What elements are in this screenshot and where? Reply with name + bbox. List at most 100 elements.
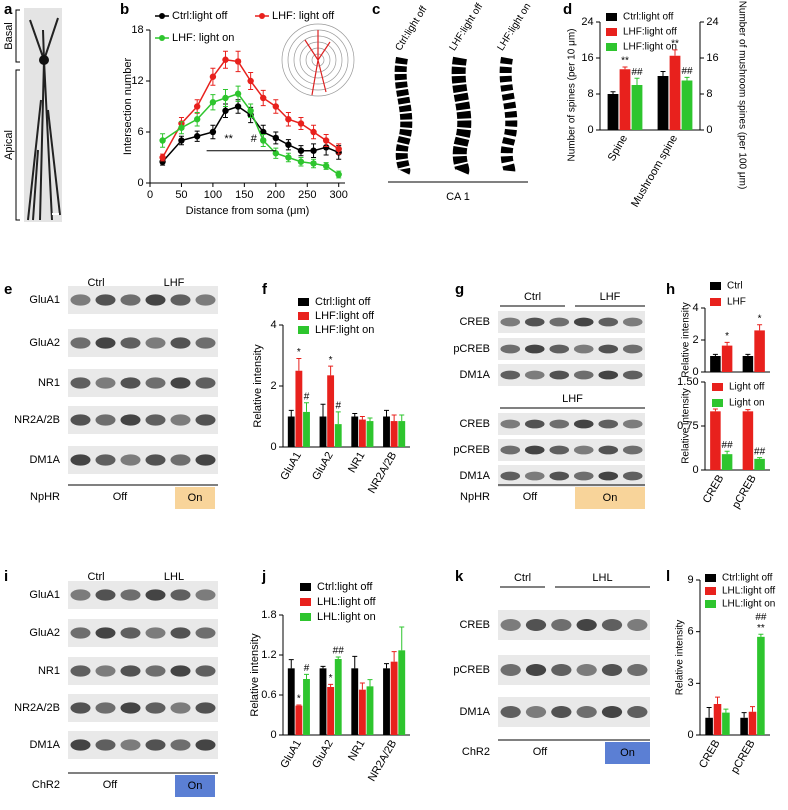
panel-letter: i <box>4 568 8 585</box>
error-bar <box>724 341 730 346</box>
blot-band <box>549 419 570 429</box>
condition-label: NpHR <box>460 491 490 503</box>
error-bar <box>672 49 678 56</box>
panel-letter: l <box>666 568 670 585</box>
point <box>285 116 292 123</box>
bar <box>657 76 669 130</box>
point <box>285 141 292 148</box>
bar <box>710 411 721 470</box>
error-bar <box>741 712 747 718</box>
blot-band <box>549 317 570 327</box>
error-bar <box>288 409 294 417</box>
blot-band <box>70 294 91 306</box>
blot-band <box>95 414 116 426</box>
blot-band <box>551 664 572 676</box>
blot-band <box>170 665 191 677</box>
blot-band <box>70 739 91 751</box>
error-bar <box>715 696 720 704</box>
blot-band <box>170 627 191 639</box>
error-bar <box>320 403 326 417</box>
bar <box>319 668 327 735</box>
blot-band <box>622 445 643 455</box>
legend-label: Ctrl:light off <box>172 10 228 22</box>
blot-label: GluA1 <box>29 294 60 306</box>
blot-strip <box>68 619 218 647</box>
bar <box>358 689 366 735</box>
blot-band <box>170 454 191 466</box>
point <box>247 77 254 85</box>
point <box>322 162 330 170</box>
y-tick-label: 6 <box>687 626 693 638</box>
point <box>285 154 292 161</box>
blot-band <box>95 377 116 389</box>
annotation: * <box>725 331 729 342</box>
panel-letter: e <box>4 281 12 298</box>
panel-letter: c <box>372 1 380 18</box>
blot-label: NR1 <box>38 665 60 677</box>
legend-swatch <box>300 598 311 606</box>
error-bar <box>757 457 763 459</box>
blot-strip <box>498 338 645 360</box>
blot-label: GluA1 <box>29 589 60 601</box>
x-tick-label: 50 <box>175 189 187 201</box>
y-axis-label: Relative intensity <box>681 302 692 378</box>
annotation: * <box>758 313 762 324</box>
point <box>297 120 305 127</box>
y-tick-label: 24 <box>581 16 593 28</box>
point <box>335 171 342 178</box>
error-bar <box>745 353 751 356</box>
point <box>159 154 166 161</box>
blot-band <box>145 665 166 677</box>
blot-band <box>95 589 116 601</box>
error-bar <box>303 402 309 412</box>
error-bar <box>335 411 341 425</box>
blot-band <box>195 665 216 677</box>
blot-label: DM1A <box>459 369 490 381</box>
bar <box>334 659 342 735</box>
blot-band <box>195 589 216 601</box>
error-bar <box>296 358 302 371</box>
blot-band <box>120 589 141 601</box>
x-tick-label: NR2A/2B <box>366 738 399 784</box>
legend-label: Light on <box>729 398 765 409</box>
blot-strip <box>498 413 645 435</box>
y-tick-label: 0.6 <box>261 689 276 701</box>
blot-band <box>195 454 216 466</box>
x-tick-label: GluA2 <box>310 738 336 770</box>
region-label: Basal <box>3 22 15 50</box>
blot-band <box>120 377 141 389</box>
legend-swatch <box>606 43 617 51</box>
blot-band <box>95 665 116 677</box>
y-tick-label: 0 <box>687 729 693 741</box>
annotation: # <box>304 663 310 674</box>
group-label: Ctrl <box>87 571 104 583</box>
y-tick-label: 0 <box>692 366 698 378</box>
legend-label: Ctrl:light off <box>317 581 373 593</box>
error-bar <box>399 626 405 651</box>
region-label: CA 1 <box>446 191 470 203</box>
bar <box>327 375 335 447</box>
x-tick-label: 150 <box>235 189 253 201</box>
blot-strip <box>68 694 218 722</box>
condition-off: Off <box>533 746 548 758</box>
y-tick-label: 4 <box>270 319 276 331</box>
blot-label: DM1A <box>29 454 60 466</box>
blot-band <box>627 619 648 631</box>
panel-letter: h <box>666 281 675 298</box>
blot-band <box>70 665 91 677</box>
group-label: Ctrl <box>524 291 541 303</box>
blot-strip <box>498 610 650 640</box>
panel-letter: g <box>455 281 464 298</box>
blot-label: CREB <box>459 619 490 631</box>
bar <box>319 416 327 447</box>
legend-label: LHF:light on <box>623 42 677 53</box>
blot-band <box>195 627 216 639</box>
condition-label: ChR2 <box>462 746 490 758</box>
blot-strip <box>68 406 218 434</box>
y-tick-label: 0.75 <box>677 420 698 432</box>
y-tick-label: 1.8 <box>261 609 276 621</box>
bar <box>295 370 303 447</box>
blot-band <box>549 370 570 380</box>
blot-band <box>95 454 116 466</box>
condition-label: ChR2 <box>32 779 60 791</box>
